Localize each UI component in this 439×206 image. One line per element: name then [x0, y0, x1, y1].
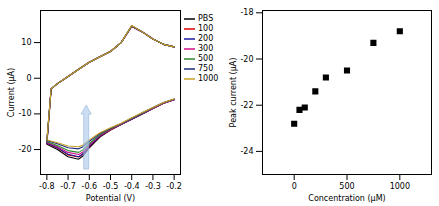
html-text:PBS: PBS: [198, 14, 214, 23]
svg-text:-0.3: -0.3: [145, 182, 161, 191]
svg-text:500: 500: [339, 182, 354, 191]
svg-text:-0.7: -0.7: [60, 182, 76, 191]
html-text:500: 500: [198, 54, 214, 63]
html-text:300: 300: [198, 44, 214, 53]
html-text:100: 100: [198, 24, 214, 33]
svg-text:-0.2: -0.2: [166, 182, 182, 191]
svg-text:Current (µA): Current (µA): [7, 68, 16, 117]
svg-text:-10: -10: [18, 109, 31, 118]
svg-text:Potential (V): Potential (V): [86, 194, 135, 203]
html-text:750: 750: [198, 64, 214, 73]
svg-text:-0.6: -0.6: [81, 182, 97, 191]
svg-text:-0.4: -0.4: [124, 182, 140, 191]
svg-text:-20: -20: [240, 55, 253, 64]
svg-text:10: 10: [21, 38, 31, 47]
svg-text:-24: -24: [240, 147, 253, 156]
svg-text:0: 0: [26, 74, 31, 83]
svg-text:Concentration (µM): Concentration (µM): [308, 194, 385, 203]
svg-text:-18: -18: [240, 8, 253, 17]
svg-text:-0.5: -0.5: [103, 182, 119, 191]
svg-text:Peak current (µA): Peak current (µA): [229, 58, 238, 128]
html-text:1000: 1000: [198, 74, 219, 83]
svg-text:-22: -22: [240, 101, 253, 110]
svg-text:1000: 1000: [390, 182, 410, 191]
svg-text:-0.8: -0.8: [39, 182, 55, 191]
html-text:200: 200: [198, 34, 214, 43]
svg-text:-20: -20: [18, 145, 31, 154]
svg-text:0: 0: [292, 182, 297, 191]
